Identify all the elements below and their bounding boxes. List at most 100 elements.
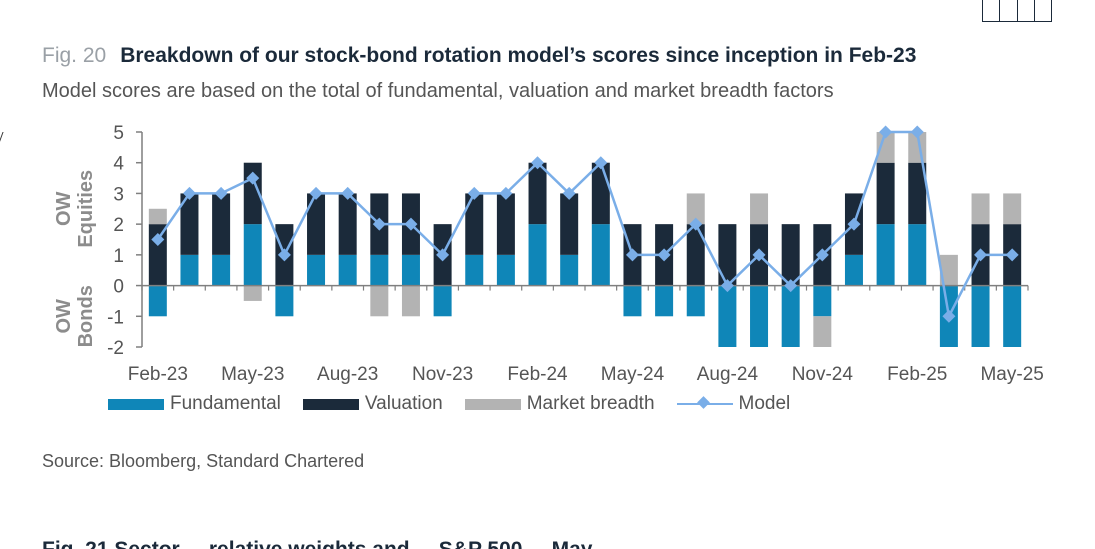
legend-item-fundamental: Fundamental bbox=[108, 393, 281, 415]
bar-market-breadth-Apr-25 bbox=[971, 193, 990, 225]
legend-swatch-fundamental bbox=[108, 398, 164, 410]
model-point-Dec-24 bbox=[847, 217, 861, 231]
bar-valuation-Mar-24 bbox=[560, 193, 579, 255]
y-label-ow-equities: OWEquities bbox=[53, 170, 97, 248]
bar-valuation-Jan-25 bbox=[876, 162, 895, 225]
x-tick-label: Feb-25 bbox=[887, 364, 947, 385]
x-tick-label: Feb-24 bbox=[507, 364, 568, 385]
model-point-Dec-23 bbox=[467, 186, 481, 200]
x-tick-label: May-24 bbox=[601, 364, 665, 385]
figure-title: Fig. 20 Breakdown of our stock-bond rotat… bbox=[42, 44, 916, 68]
model-point-May-23 bbox=[246, 171, 260, 185]
axes-layer bbox=[136, 131, 1029, 348]
bar-fundamental-May-25 bbox=[1003, 285, 1022, 347]
model-point-Mar-25 bbox=[942, 309, 956, 323]
model-point-Feb-24 bbox=[531, 156, 545, 170]
bar-market-breadth-Oct-23 bbox=[401, 285, 420, 317]
model-point-Aug-23 bbox=[341, 186, 355, 200]
model-point-Mar-23 bbox=[182, 186, 196, 200]
bar-fundamental-Mar-23 bbox=[180, 254, 199, 286]
figure-title-text: Breakdown of our stock-bond rotation mod… bbox=[120, 44, 917, 67]
bar-fundamental-Apr-25 bbox=[971, 285, 990, 347]
legend-item-valuation: Valuation bbox=[302, 393, 443, 415]
corner-table-mark bbox=[982, 0, 1052, 22]
bar-valuation-Aug-23 bbox=[338, 193, 357, 255]
bar-fundamental-Aug-23 bbox=[338, 254, 357, 286]
bar-fundamental-Jan-24 bbox=[496, 254, 515, 286]
y-tick-label: 1 bbox=[113, 246, 124, 267]
bar-valuation-Mar-23 bbox=[180, 193, 199, 255]
legend-label-fundamental: Fundamental bbox=[170, 393, 281, 414]
y-tick-label: 2 bbox=[113, 215, 124, 236]
legend-swatch-valuation bbox=[302, 398, 359, 410]
bar-fundamental-Jul-24 bbox=[686, 285, 705, 317]
model-point-Sep-24 bbox=[752, 248, 766, 262]
model-point-Jul-24 bbox=[689, 217, 703, 231]
model-point-Sep-23 bbox=[372, 217, 386, 231]
x-tick-label: Aug-23 bbox=[317, 364, 378, 385]
bar-fundamental-May-24 bbox=[623, 285, 642, 317]
bar-fundamental-Feb-24 bbox=[528, 224, 547, 286]
bar-fundamental-Aug-24 bbox=[718, 285, 737, 347]
bar-fundamental-Nov-24 bbox=[813, 285, 832, 317]
model-point-Jul-23 bbox=[309, 186, 323, 200]
model-point-Jan-25 bbox=[879, 125, 893, 139]
x-tick-label: Aug-24 bbox=[697, 364, 759, 385]
bar-fundamental-Mar-24 bbox=[560, 254, 579, 286]
legend-swatch-market-breadth bbox=[464, 398, 521, 410]
legend-item-model: Model bbox=[676, 393, 790, 415]
bar-valuation-Feb-25 bbox=[908, 162, 927, 225]
model-line bbox=[156, 130, 1013, 318]
chart-legend: Fundamental Valuation Market breadth Mod… bbox=[108, 393, 812, 415]
bar-market-breadth-May-25 bbox=[1003, 193, 1022, 225]
model-point-Nov-24 bbox=[815, 248, 829, 262]
model-line-layer bbox=[151, 125, 1019, 323]
bar-market-breadth-Jul-24 bbox=[686, 193, 705, 225]
figure-label: Fig. 20 bbox=[42, 44, 107, 67]
model-point-Jun-23 bbox=[277, 248, 291, 262]
y-label-ow-bonds: OWBonds bbox=[53, 285, 97, 347]
model-point-May-25 bbox=[1005, 248, 1019, 262]
figure-subtitle: Model scores are based on the total of f… bbox=[42, 80, 834, 102]
x-tick-label: May-23 bbox=[221, 364, 284, 385]
bar-market-breadth-Nov-24 bbox=[813, 316, 832, 347]
bar-valuation-Oct-24 bbox=[781, 224, 800, 286]
model-point-Nov-23 bbox=[436, 248, 450, 262]
legend-label-valuation: Valuation bbox=[364, 393, 443, 414]
model-point-Mar-24 bbox=[562, 186, 576, 200]
bar-valuation-Jul-24 bbox=[686, 224, 705, 286]
bar-market-breadth-Jan-25 bbox=[876, 132, 895, 163]
next-figure-title-clipped: Fig. 21 Sector ... relative weights and … bbox=[42, 538, 802, 549]
y-tick-label: 4 bbox=[113, 154, 124, 175]
bar-valuation-Apr-23 bbox=[212, 193, 231, 255]
bar-fundamental-Oct-24 bbox=[781, 285, 800, 347]
bar-fundamental-May-23 bbox=[243, 224, 262, 286]
model-point-Oct-23 bbox=[404, 217, 418, 231]
legend-item-market-breadth: Market breadth bbox=[464, 393, 655, 415]
bar-fundamental-Dec-23 bbox=[465, 254, 484, 286]
model-point-Apr-24 bbox=[594, 156, 608, 170]
bar-fundamental-Jun-23 bbox=[275, 285, 294, 317]
bar-market-breadth-Mar-25 bbox=[939, 254, 958, 286]
bar-market-breadth-May-23 bbox=[243, 285, 262, 301]
bar-market-breadth-Sep-23 bbox=[370, 285, 389, 317]
bar-fundamental-Sep-24 bbox=[750, 285, 769, 347]
model-point-Jun-24 bbox=[657, 248, 671, 262]
bars-layer bbox=[148, 132, 1022, 347]
x-tick-label: Nov-23 bbox=[412, 364, 473, 385]
bar-fundamental-Sep-23 bbox=[370, 254, 389, 286]
bar-fundamental-Feb-25 bbox=[908, 224, 927, 286]
model-point-Apr-23 bbox=[214, 186, 228, 200]
bar-fundamental-Feb-23 bbox=[148, 285, 167, 317]
bar-fundamental-Apr-24 bbox=[591, 224, 610, 286]
legend-swatch-model bbox=[676, 396, 733, 411]
model-point-Apr-25 bbox=[974, 248, 988, 262]
bar-market-breadth-Feb-23 bbox=[148, 208, 167, 225]
model-point-May-24 bbox=[625, 248, 639, 262]
model-point-Aug-24 bbox=[720, 279, 734, 293]
bar-valuation-Apr-24 bbox=[591, 162, 610, 225]
legend-label-market-breadth: Market breadth bbox=[526, 393, 655, 414]
bar-fundamental-Jul-23 bbox=[307, 254, 326, 286]
bar-fundamental-Jun-24 bbox=[655, 285, 674, 317]
